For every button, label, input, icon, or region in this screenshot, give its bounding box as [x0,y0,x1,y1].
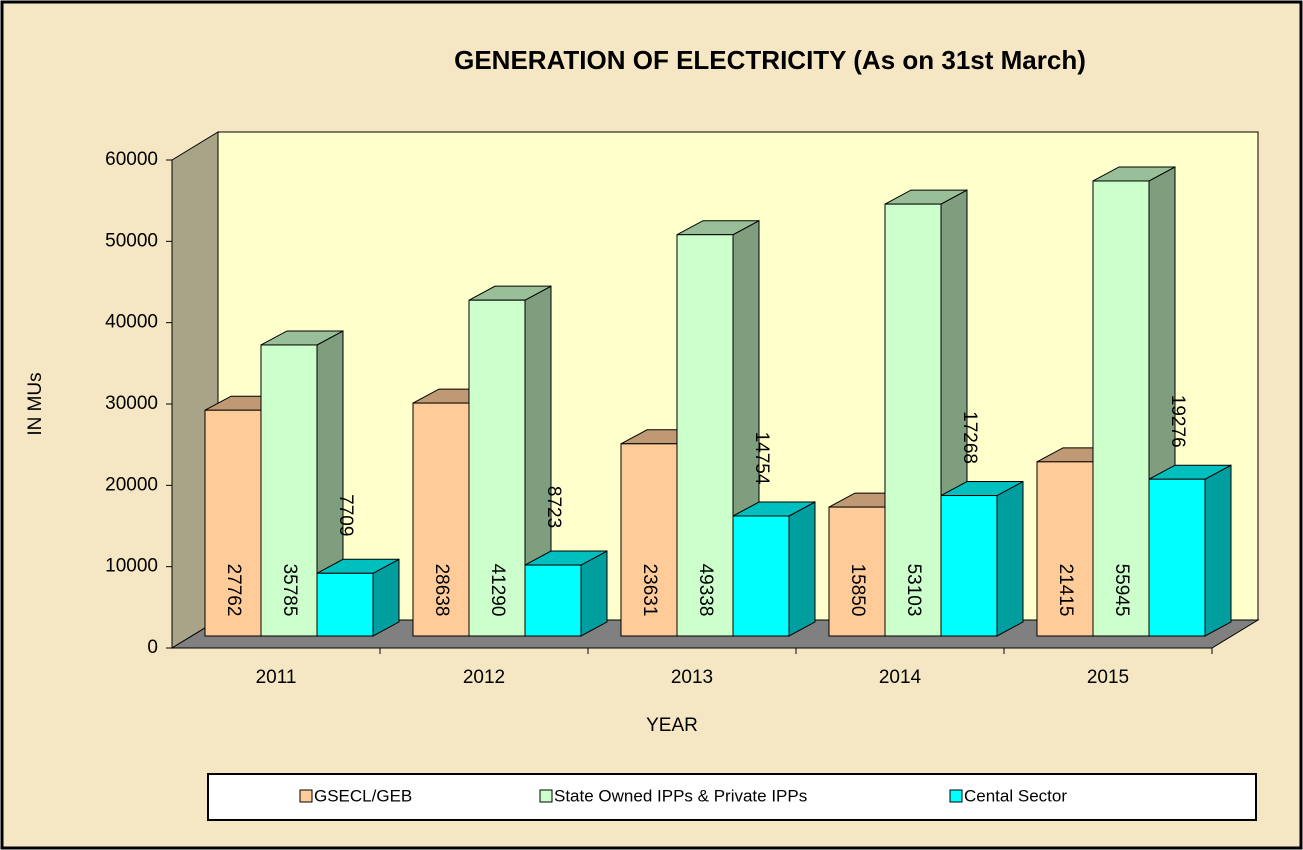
bar [732,515,790,637]
data-label: 27762 [223,564,244,617]
data-label: 53103 [903,564,924,617]
x-tick-label: 2012 [463,667,505,688]
bar [524,564,582,637]
bar-side [788,501,816,637]
y-tick-label: 60000 [105,149,158,170]
data-label: 21415 [1055,564,1076,617]
y-tick-label: 20000 [105,474,158,495]
bar [828,506,886,637]
bar [316,572,374,637]
data-label: 8723 [543,486,564,528]
x-tick-label: 2013 [671,667,713,688]
bar [884,203,942,637]
legend-swatch [539,789,553,803]
data-label: 41290 [487,564,508,617]
y-axis-label: IN MUs [25,372,46,435]
bar-side [580,550,608,637]
data-label: 19276 [1167,395,1188,448]
x-tick-label: 2014 [879,667,922,688]
bar [468,299,526,637]
data-label: 14754 [751,432,772,485]
legend [207,773,1257,821]
data-label: 7709 [335,494,356,536]
bar [204,409,262,637]
legend-label: Cental Sector [964,786,1067,805]
y-tick-label: 10000 [105,556,158,577]
bar [1036,461,1094,637]
bar [1148,478,1206,637]
y-tick-label: 30000 [105,393,158,414]
data-label: 49338 [695,564,716,617]
data-label: 35785 [279,564,300,617]
legend-label: GSECL/GEB [314,786,412,805]
x-axis-label: YEAR [646,715,698,736]
y-tick-label: 50000 [105,230,158,251]
bar [676,234,734,637]
bar [940,495,998,637]
y-tick-label: 0 [147,637,158,658]
legend-swatch [949,789,963,803]
bar [620,443,678,637]
bar-side [996,480,1024,637]
data-label: 23631 [639,564,660,617]
data-label: 55945 [1111,564,1132,617]
x-tick-label: 2015 [1087,667,1129,688]
data-label: 17268 [959,411,980,464]
bar [1092,180,1150,637]
bar-side [1204,464,1232,637]
legend-swatch [299,789,313,803]
x-tick-label: 2011 [256,667,297,688]
data-label: 28638 [431,564,452,617]
bar [260,344,318,637]
legend-label: State Owned IPPs & Private IPPs [554,786,807,805]
bar [412,402,470,637]
y-tick-label: 40000 [105,312,158,333]
chart-title: GENERATION OF ELECTRICITY (As on 31st Ma… [454,45,1086,75]
data-label: 15850 [847,564,868,617]
